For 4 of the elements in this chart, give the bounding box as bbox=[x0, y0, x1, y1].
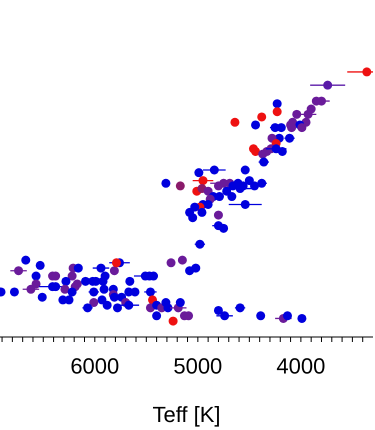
x-tick-label: 5000 bbox=[173, 354, 222, 379]
x-tick-label: 4000 bbox=[276, 354, 326, 379]
x-axis-title: Teff [K] bbox=[152, 402, 221, 427]
x-tick-label: 6000 bbox=[70, 354, 120, 379]
